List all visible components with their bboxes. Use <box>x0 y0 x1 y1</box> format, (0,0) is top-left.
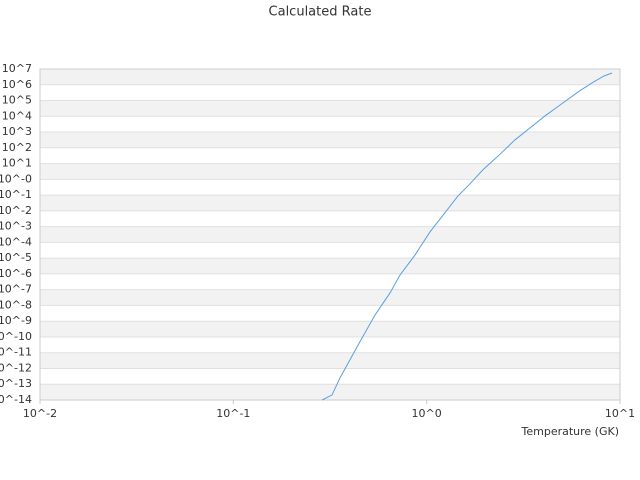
y-tick-label: 10^-2 <box>0 204 32 217</box>
data-line <box>321 72 613 401</box>
chart-title: Calculated Rate <box>269 5 372 20</box>
y-tick-label: 10^-6 <box>0 267 32 280</box>
grid-band <box>40 195 620 211</box>
grid-band <box>40 384 620 400</box>
x-tick-label: 10^-2 <box>23 407 57 420</box>
y-tick-label: 10^-7 <box>0 283 32 296</box>
x-tick-label: 10^1 <box>605 407 635 420</box>
x-tick-label: 10^0 <box>412 407 442 420</box>
grid-band <box>40 226 620 243</box>
y-tick-label: 10^-0 <box>0 172 32 185</box>
y-tick-label: 10^2 <box>2 141 32 154</box>
y-tick-label: 10^-13 <box>0 377 32 390</box>
grid-band <box>40 100 620 117</box>
grid-band <box>40 289 620 306</box>
y-tick-label: 10^-5 <box>0 251 32 264</box>
y-tick-label: 10^-8 <box>0 298 32 311</box>
y-tick-label: 10^7 <box>2 62 32 75</box>
grid-band <box>40 163 620 180</box>
y-tick-label: 10^1 <box>2 157 32 170</box>
y-tick-label: 10^6 <box>2 78 32 91</box>
y-tick-label: 10^-14 <box>0 393 32 406</box>
x-tick-label: 10^-1 <box>216 407 250 420</box>
y-tick-label: 10^-3 <box>0 220 32 233</box>
y-tick-label: 10^5 <box>2 94 32 107</box>
y-tick-label: 10^-4 <box>0 235 32 248</box>
grid-band <box>40 258 620 274</box>
plot-border <box>39 68 621 401</box>
y-tick-label: 10^3 <box>2 125 32 138</box>
y-tick-label: 10^-11 <box>0 346 32 359</box>
grid-band <box>40 132 620 148</box>
grid-band <box>40 321 620 337</box>
y-tick-label: 10^-10 <box>0 330 32 343</box>
y-tick-label: 10^-12 <box>0 361 32 374</box>
x-axis-label: Temperature (GK) <box>521 425 620 438</box>
y-tick-label: 10^4 <box>2 109 32 122</box>
grid-band <box>40 69 620 85</box>
y-tick-label: 10^-1 <box>0 188 32 201</box>
y-tick-label: 10^-9 <box>0 314 32 327</box>
grid-band <box>40 352 620 369</box>
